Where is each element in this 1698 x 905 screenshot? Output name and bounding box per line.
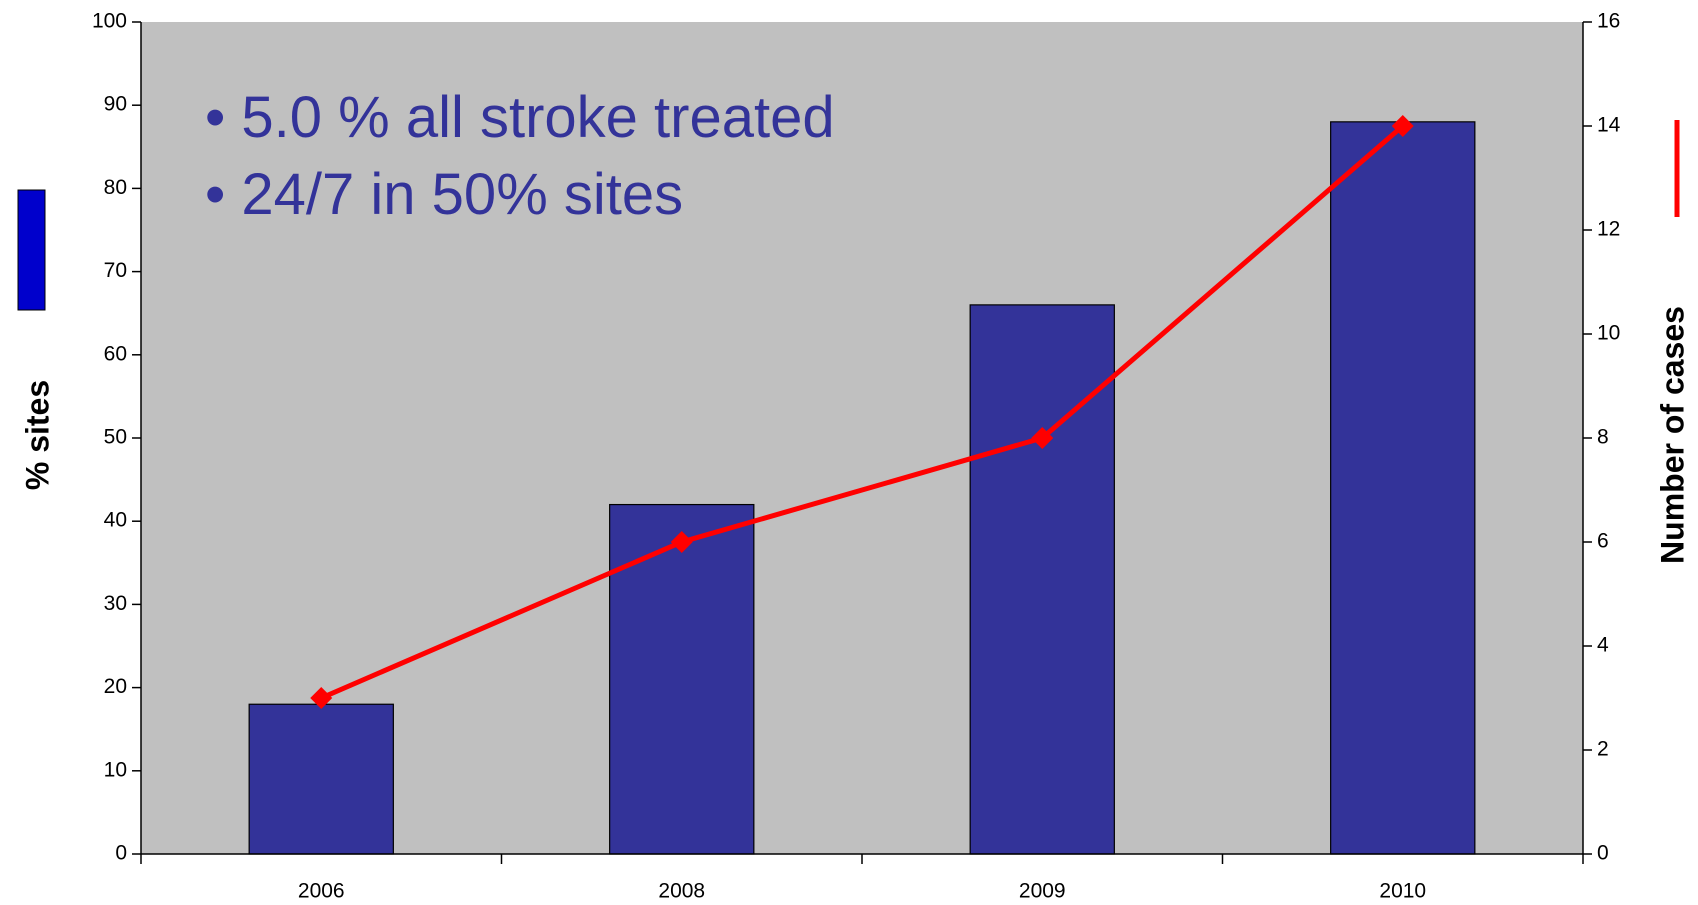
y-tick-label: 100 <box>92 10 127 33</box>
y2-tick-label: 10 <box>1597 322 1620 345</box>
y2-tick-label: 2 <box>1597 738 1609 761</box>
y-tick-label: 10 <box>104 758 127 781</box>
x-tick-label: 2008 <box>658 880 705 903</box>
y-tick-label: 50 <box>104 426 127 449</box>
y-tick-label: 70 <box>104 259 127 282</box>
legend-swatch-bars <box>17 189 46 311</box>
bar <box>1330 121 1476 855</box>
y2-tick-label: 8 <box>1597 426 1609 449</box>
y2-tick-label: 14 <box>1597 114 1621 137</box>
x-tick-label: 2009 <box>1019 880 1066 903</box>
y2-tick-label: 0 <box>1597 842 1609 865</box>
x-tick-label: 2010 <box>1379 880 1426 903</box>
y2-tick-label: 4 <box>1597 634 1609 657</box>
line <box>320 124 1405 701</box>
y-tick-label: 90 <box>104 93 127 116</box>
y-tick-label: 40 <box>104 509 127 532</box>
y-tick-label: 30 <box>104 592 127 615</box>
y-tick-label: 0 <box>115 842 127 865</box>
y-tick-label: 60 <box>104 342 127 365</box>
annotation: • 5.0 % all stroke treated <box>205 85 835 150</box>
x-tick-label: 2006 <box>298 880 345 903</box>
point <box>1031 427 1054 449</box>
point <box>310 687 333 709</box>
y-axis-title: % sites <box>19 380 55 490</box>
y2-tick-label: 16 <box>1597 10 1620 33</box>
point <box>670 531 693 553</box>
point <box>1391 115 1414 137</box>
annotation: • 24/7 in 50% sites <box>205 162 683 227</box>
y2-tick-label: 6 <box>1597 530 1609 553</box>
y-tick-label: 80 <box>104 176 127 199</box>
y2-tick-label: 12 <box>1597 218 1620 241</box>
bar <box>248 703 394 855</box>
y2-axis-title: Number of cases <box>1654 306 1690 564</box>
bar <box>969 304 1115 855</box>
y-tick-label: 20 <box>104 675 127 698</box>
bar <box>609 503 755 855</box>
